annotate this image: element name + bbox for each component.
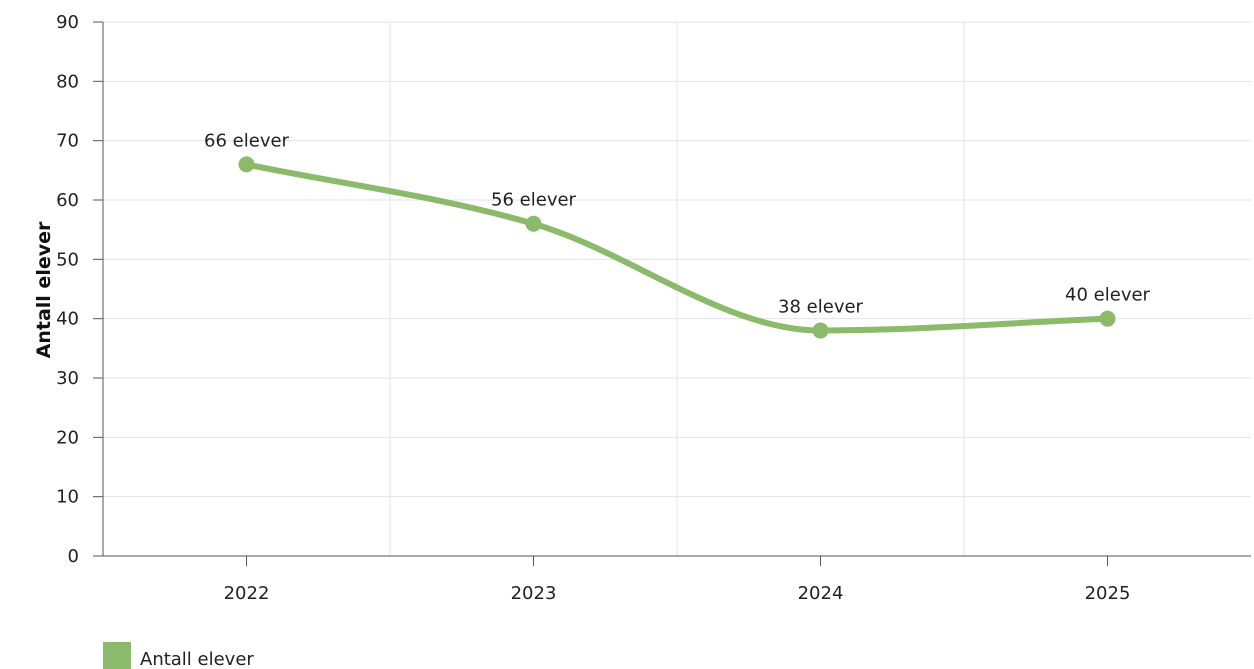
y-tick-label: 50 xyxy=(56,249,79,270)
data-label: 40 elever xyxy=(1065,285,1151,306)
legend-swatch xyxy=(103,642,131,669)
y-tick-label: 90 xyxy=(56,12,79,33)
y-tick-label: 20 xyxy=(56,427,79,448)
y-tick-label: 70 xyxy=(56,131,79,152)
y-tick-label: 30 xyxy=(56,368,79,389)
point-layer xyxy=(238,156,1116,339)
series-line-antall-elever xyxy=(243,161,1111,334)
x-tick-label: 2025 xyxy=(1085,583,1131,604)
x-tick-label: 2023 xyxy=(511,583,557,604)
grid xyxy=(103,21,1251,556)
legend-label: Antall elever xyxy=(140,649,254,669)
x-tick-label: 2024 xyxy=(798,583,844,604)
data-point xyxy=(812,322,829,339)
y-tick-label: 0 xyxy=(68,546,79,567)
data-point xyxy=(525,215,542,232)
data-label-layer: 66 elever 56 elever 38 elever 40 elever xyxy=(204,130,1151,317)
axes xyxy=(102,22,1251,557)
data-label: 66 elever xyxy=(204,130,290,151)
data-point xyxy=(238,156,255,173)
series-layer xyxy=(243,161,1111,334)
legend[interactable]: Antall elever xyxy=(103,642,254,669)
y-tick-label: 60 xyxy=(56,190,79,211)
y-tick-label: 80 xyxy=(56,71,79,92)
data-label: 38 elever xyxy=(778,297,864,318)
y-tick-label: 40 xyxy=(56,309,79,330)
x-axis-ticks: 2022 2023 2024 2025 xyxy=(224,556,1131,604)
y-tick-label: 10 xyxy=(56,487,79,508)
y-axis-title: Antall elever xyxy=(33,221,55,358)
y-axis-ticks: 0 10 20 30 40 50 60 70 80 90 xyxy=(56,12,103,567)
x-tick-label: 2022 xyxy=(224,583,270,604)
data-point xyxy=(1099,310,1116,327)
data-label: 56 elever xyxy=(491,190,577,211)
